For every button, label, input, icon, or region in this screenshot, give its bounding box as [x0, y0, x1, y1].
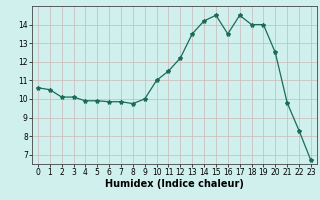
X-axis label: Humidex (Indice chaleur): Humidex (Indice chaleur): [105, 179, 244, 189]
